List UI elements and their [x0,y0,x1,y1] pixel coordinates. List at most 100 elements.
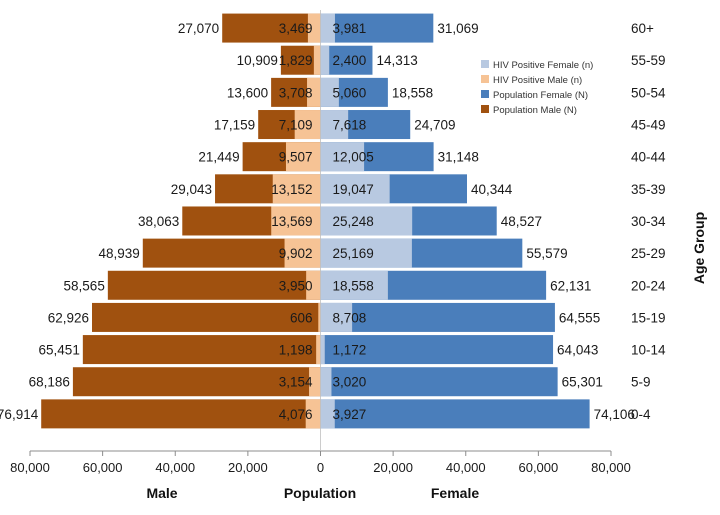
label-population-male: 58,565 [64,278,105,293]
legend-label: Population Male (N) [493,105,577,116]
category-label: 40-44 [631,150,666,165]
label-population-male: 62,926 [48,310,89,325]
label-population-male: 68,186 [29,375,70,390]
label-hiv-male: 3,708 [279,85,313,100]
label-population-female: 64,555 [559,310,600,325]
bar-female-hiv-45-49 [320,110,349,140]
label-hiv-male: 1,198 [279,343,313,358]
category-label: 60+ [631,21,654,36]
label-hiv-male: 3,469 [279,21,313,36]
label-hiv-female: 3,981 [333,21,367,36]
bar-female-hiv-25-29 [320,238,412,268]
label-population-female: 18,558 [392,85,433,100]
x-tick-label: 20,000 [373,460,413,475]
label-hiv-male: 13,569 [271,214,312,229]
label-hiv-female: 8,708 [333,310,367,325]
category-label: 45-49 [631,118,666,133]
x-tick-label: 40,000 [446,460,486,475]
label-population-male: 65,451 [39,343,80,358]
bar-male-hiv-55-59 [313,45,321,75]
bar-female-hiv-50-54 [320,77,339,107]
label-hiv-male: 1,829 [279,53,313,68]
bar-male-hiv-5-9 [309,367,321,397]
label-hiv-female: 1,172 [333,343,367,358]
bar-female-population-5-9 [320,367,558,397]
label-hiv-female: 19,047 [333,182,374,197]
category-label: 50-54 [631,85,666,100]
label-population-male: 21,449 [198,150,239,165]
bar-male-hiv-40-44 [285,142,321,172]
y-axis-title: Age Group [691,212,707,284]
legend-swatch [481,60,489,68]
bar-female-hiv-40-44 [320,142,365,172]
label-hiv-male: 9,507 [279,150,313,165]
bar-female-population-15-19 [320,302,555,332]
label-hiv-female: 25,169 [333,246,374,261]
label-population-female: 14,313 [376,53,417,68]
label-population-male: 17,159 [214,118,255,133]
label-hiv-male: 3,154 [279,375,313,390]
x-tick-label: 0 [317,460,324,475]
label-population-female: 31,148 [438,150,479,165]
label-hiv-female: 3,020 [333,375,367,390]
x-tick-label: 80,000 [591,460,631,475]
bar-male-population-5-9 [72,367,321,397]
bar-male-hiv-30-34 [271,206,321,236]
bar-male-hiv-35-39 [272,174,321,204]
category-label: 20-24 [631,278,666,293]
bar-male-hiv-25-29 [284,238,321,268]
label-hiv-male: 9,902 [279,246,313,261]
x-tick-label: 80,000 [10,460,50,475]
category-label: 10-14 [631,343,666,358]
category-label: 15-19 [631,310,666,325]
label-hiv-female: 12,005 [333,150,374,165]
label-hiv-female: 25,248 [333,214,374,229]
bar-male-hiv-15-19 [318,302,321,332]
x-tick-label: 60,000 [518,460,558,475]
bar-female-hiv-0-4 [320,399,335,429]
bar-male-population-15-19 [91,302,321,332]
bar-female-hiv-20-24 [320,270,388,300]
bar-male-population-20-24 [107,270,321,300]
bar-female-hiv-30-34 [320,206,413,236]
label-hiv-male: 606 [290,310,313,325]
bar-male-hiv-20-24 [306,270,321,300]
bar-female-hiv-60+ [320,13,335,43]
bar-male-hiv-60+ [307,13,321,43]
legend-swatch [481,105,489,113]
legend-swatch [481,75,489,83]
label-population-male: 27,070 [178,21,219,36]
bar-male-population-60+ [222,13,321,43]
category-label: 30-34 [631,214,666,229]
legend-label: HIV Positive Male (n) [493,75,582,86]
bar-female-hiv-15-19 [320,302,353,332]
label-population-male: 10,909 [237,53,278,68]
x-tick-label: 60,000 [83,460,123,475]
label-hiv-female: 3,927 [333,407,367,422]
label-population-male: 76,914 [0,407,39,422]
bar-male-hiv-0-4 [305,399,321,429]
bar-female-population-0-4 [320,399,590,429]
bar-male-hiv-45-49 [294,110,321,140]
label-population-female: 74,106 [594,407,635,422]
label-hiv-female: 2,400 [333,53,367,68]
label-population-male: 38,063 [138,214,179,229]
label-population-female: 55,579 [526,246,567,261]
label-population-female: 40,344 [471,182,513,197]
label-population-female: 48,527 [501,214,542,229]
label-population-female: 62,131 [550,278,591,293]
bar-male-population-0-4 [41,399,321,429]
side-label-male: Male [146,485,177,501]
category-label: 25-29 [631,246,666,261]
category-label: 55-59 [631,53,666,68]
label-hiv-female: 7,618 [333,118,367,133]
bar-female-population-60+ [320,13,434,43]
bar-male-population-10-14 [82,335,321,365]
label-hiv-female: 5,060 [333,85,367,100]
label-hiv-male: 7,109 [279,118,313,133]
label-population-female: 31,069 [437,21,478,36]
category-label: 5-9 [631,375,651,390]
legend-label: HIV Positive Female (n) [493,60,593,71]
bar-female-hiv-35-39 [320,174,390,204]
